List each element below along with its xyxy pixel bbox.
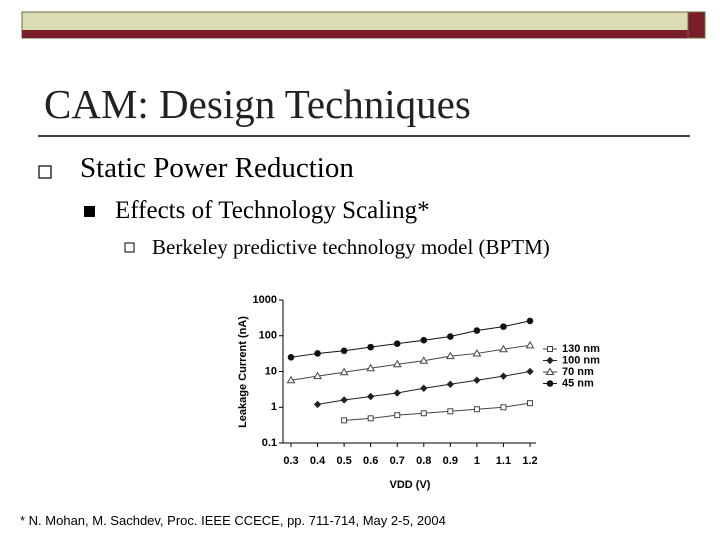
marker	[527, 400, 533, 407]
marker	[393, 340, 401, 347]
marker	[447, 408, 454, 415]
bullet-text: Berkeley predictive technology model (BP…	[152, 235, 550, 259]
marker	[525, 340, 535, 349]
bullet-text: Static Power Reduction	[80, 152, 354, 184]
marker	[313, 371, 322, 380]
marker	[473, 376, 481, 384]
marker	[526, 367, 534, 376]
x-axis-label: VDD (V)	[390, 479, 431, 491]
marker	[499, 344, 508, 353]
marker	[446, 380, 455, 388]
y-tick-label: 1	[271, 401, 277, 413]
legend-label: 45 nm	[562, 377, 594, 389]
legend-marker	[546, 356, 554, 365]
marker	[447, 333, 454, 340]
y-tick-label: 0.1	[262, 437, 277, 449]
y-tick-label: 100	[259, 330, 277, 342]
marker	[445, 351, 455, 360]
series-line	[344, 402, 531, 421]
marker	[393, 389, 401, 397]
legend-label: 100 nm	[562, 354, 600, 366]
x-tick-label: 0.5	[336, 455, 351, 467]
series-line	[290, 344, 531, 381]
marker	[339, 367, 349, 376]
legend-label: 70 nm	[562, 366, 594, 378]
legend-marker	[547, 346, 553, 352]
marker	[420, 410, 427, 417]
x-tick-label: 0.9	[443, 455, 458, 467]
marker	[473, 327, 481, 334]
marker	[340, 347, 348, 355]
x-tick-label: 1.1	[496, 455, 511, 467]
x-tick-label: 0.3	[283, 455, 298, 467]
x-tick-label: 1	[474, 455, 480, 467]
marker	[420, 384, 428, 392]
bullet-text: Effects of Technology Scaling*	[115, 197, 430, 224]
marker	[473, 406, 480, 413]
marker	[472, 348, 482, 357]
x-tick-label: 1.2	[522, 455, 537, 467]
x-tick-label: 0.4	[310, 455, 326, 467]
series-line	[290, 320, 531, 358]
marker	[367, 343, 374, 351]
marker	[366, 392, 375, 401]
x-tick-label: 0.8	[416, 455, 431, 467]
bullet-2	[84, 206, 95, 217]
marker	[419, 356, 429, 364]
marker	[287, 353, 295, 361]
footnote: * N. Mohan, M. Sachdev, Proc. IEEE CCECE…	[20, 513, 446, 528]
y-axis-label: Leakage Current (nA)	[237, 316, 249, 428]
marker	[394, 412, 401, 419]
marker	[367, 415, 374, 422]
legend-label: 130 nm	[562, 343, 600, 355]
marker	[392, 359, 402, 368]
marker	[314, 350, 321, 357]
y-tick-label: 1000	[253, 294, 277, 306]
marker	[500, 323, 507, 330]
marker	[499, 372, 508, 380]
marker	[526, 317, 534, 325]
marker	[366, 363, 376, 372]
marker	[341, 417, 348, 424]
marker	[286, 375, 296, 384]
corner-square	[687, 11, 706, 39]
bullet-1	[38, 165, 52, 179]
legend-marker	[545, 367, 555, 375]
marker	[420, 336, 428, 344]
marker	[340, 396, 348, 404]
x-tick-label: 0.6	[363, 455, 378, 467]
x-tick-label: 0.7	[390, 455, 405, 467]
legend-marker	[546, 380, 554, 387]
marker	[500, 404, 507, 411]
marker	[313, 400, 322, 409]
top-band	[22, 30, 705, 38]
slide-title: CAM: Design Techniques	[44, 81, 471, 127]
bullet-3	[124, 242, 135, 253]
y-tick-label: 10	[265, 365, 277, 377]
